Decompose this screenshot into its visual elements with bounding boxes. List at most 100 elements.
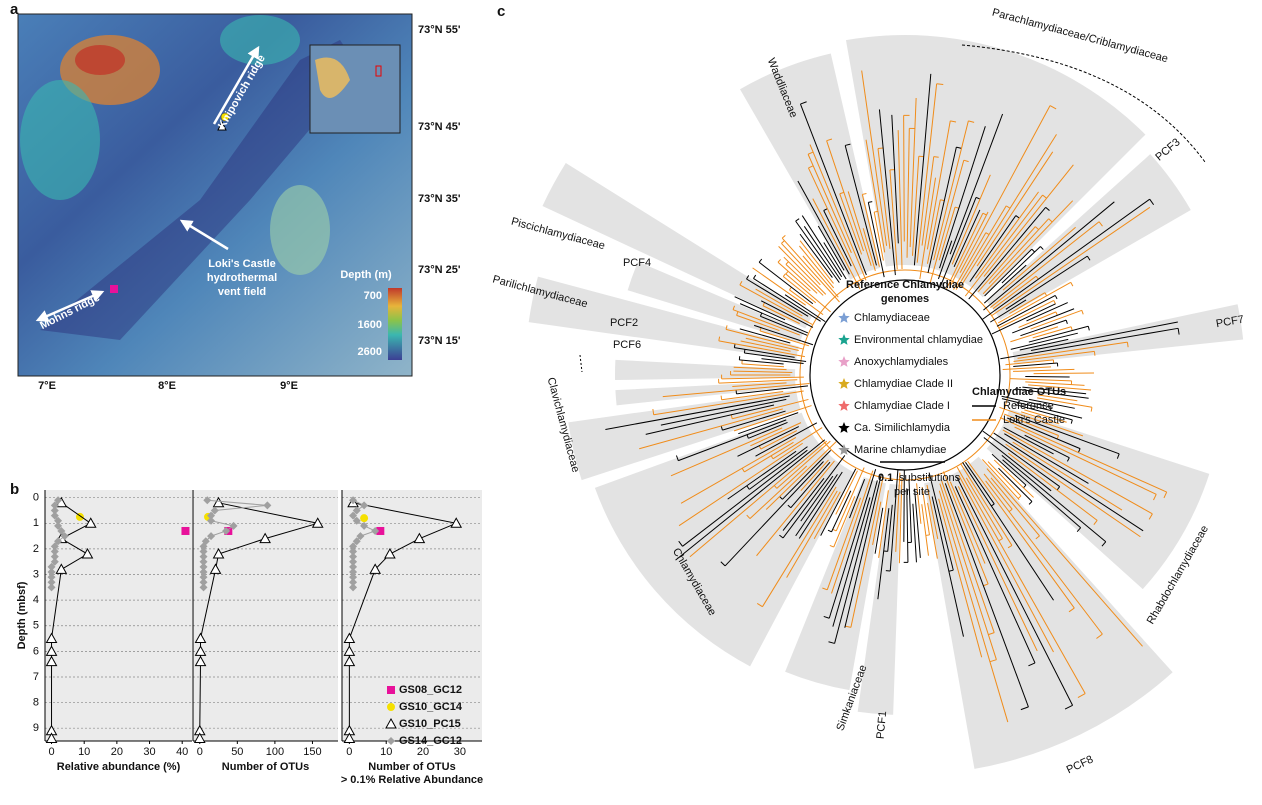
tree-legend-label: Chlamydiaceae (854, 312, 930, 324)
tree-branch (878, 148, 883, 149)
tree-branch (1071, 327, 1072, 331)
tree-branch (1127, 342, 1128, 347)
tree-branch (1013, 369, 1074, 371)
x-tick-label: 30 (454, 746, 466, 758)
tree-branch (783, 276, 816, 302)
tree-branch (833, 529, 837, 531)
tree-branch (828, 530, 832, 532)
latitude-label: 73°N 55' (418, 24, 461, 36)
map-relief (270, 185, 330, 275)
scale-text: substitutions (899, 472, 961, 484)
clade-label: PCF2 (610, 317, 638, 329)
x-axis-label: Relative abundance (%) (57, 761, 181, 773)
tree-branch (874, 211, 878, 212)
x-tick-label: 100 (266, 746, 284, 758)
otu-legend-label: Reference (1003, 400, 1054, 412)
tree-legend-title: genomes (881, 293, 929, 305)
tree-branch (1066, 320, 1067, 324)
tree-branch (742, 364, 784, 367)
x-tick-label: 20 (417, 746, 429, 758)
tree-branch (1025, 382, 1084, 385)
tree-branch (778, 259, 781, 262)
legend-label: GS08_GC12 (399, 684, 462, 696)
longitude-label: 7°E (38, 380, 56, 392)
legend-star (838, 444, 849, 455)
tree-legend-label: Chlamydiae Clade I (854, 400, 950, 412)
depth-profile-chart: 0123456789010203040Relative abundance (%… (16, 490, 192, 773)
tree-branch (1034, 373, 1094, 374)
x-axis-label: Number of OTUs (222, 761, 309, 773)
legend-label: GS10_PC15 (399, 718, 461, 730)
y-tick-label: 6 (33, 645, 39, 657)
tree-branch (1025, 376, 1069, 377)
tree-branch (783, 274, 785, 277)
legend-label: GS14_GC12 (399, 735, 462, 747)
panel-label: b (10, 481, 19, 498)
longitude-label: 8°E (158, 380, 176, 392)
site-marker (110, 285, 118, 293)
plot-background (45, 490, 192, 741)
y-tick-label: 4 (33, 594, 39, 606)
tree-branch (1071, 420, 1072, 424)
tree-branch (1071, 282, 1073, 286)
y-tick-label: 2 (33, 543, 39, 555)
x-tick-label: 150 (303, 746, 321, 758)
clade-label: PCF4 (623, 257, 651, 269)
charts: 0123456789010203040Relative abundance (%… (16, 490, 483, 786)
tree-branch (1020, 320, 1066, 336)
y-tick-label: 0 (33, 492, 39, 504)
x-axis-label: Number of OTUs (368, 761, 455, 773)
figure: Knipovich ridge Mohns ridge Depth (m) 01… (0, 0, 1262, 805)
y-tick-label: 9 (33, 722, 39, 734)
tree-branch (830, 545, 834, 547)
panel-label: a (10, 1, 19, 18)
map-annotation: vent field (218, 286, 266, 298)
legend-label: GS10_GC14 (399, 701, 463, 713)
tree-branch (1091, 407, 1092, 411)
panel-label: c (497, 3, 505, 20)
x-axis-label: > 0.1% Relative Abundance (341, 774, 483, 786)
scale-text: per site (894, 486, 930, 498)
y-tick-label: 7 (33, 671, 39, 683)
clade-bracket (580, 355, 582, 372)
tree-branch (744, 349, 745, 353)
tree-branch (1018, 496, 1021, 499)
depth-legend-label: 1600 (358, 319, 382, 331)
map-annotation: hydrothermal (207, 272, 277, 284)
tree-legend-title: Reference Chlamydiae (846, 279, 964, 291)
y-tick-label: 5 (33, 620, 39, 632)
tree-branch (786, 262, 789, 265)
tree-legend-label: Anoxychlamydiales (854, 356, 949, 368)
tree-branch (868, 202, 872, 203)
tree-branch (1054, 300, 1056, 303)
x-tick-label: 0 (197, 746, 203, 758)
tree-branch (1040, 246, 1043, 249)
depth-colorbar (388, 288, 402, 360)
tree-legend-label: Marine chlamydiae (854, 444, 946, 456)
tree-branch (934, 157, 939, 158)
tree-branch (1056, 312, 1057, 315)
tree-legend-label: Environmental chlamydiae (854, 334, 983, 346)
tree-branch (907, 488, 908, 562)
tree-branch (734, 344, 735, 348)
clade-label: PCF8 (1065, 754, 1096, 777)
otu-legend-label: Loki's Castle (1003, 414, 1065, 426)
x-tick-label: 0 (346, 746, 352, 758)
map-annotation: Loki's Castle (208, 258, 275, 270)
tree-legend-label: Chlamydiae Clade II (854, 378, 953, 390)
depth-legend-label: 700 (364, 290, 382, 302)
tree-branch (922, 504, 929, 556)
clade-label: PCF6 (613, 339, 641, 351)
tree-branch (1023, 485, 1026, 488)
tree-branch (786, 271, 788, 274)
latitude-label: 73°N 45' (418, 121, 461, 133)
latitude-label: 73°N 25' (418, 264, 461, 276)
tree-branch (753, 275, 755, 278)
tree-legend-label: Ca. Similichlamydia (854, 422, 951, 434)
map-relief (75, 45, 125, 75)
legend-marker (387, 703, 395, 711)
x-tick-label: 10 (380, 746, 392, 758)
tree-branch (1082, 310, 1083, 314)
latitude-label: 73°N 15' (418, 335, 461, 347)
tree-branch (1032, 249, 1035, 252)
